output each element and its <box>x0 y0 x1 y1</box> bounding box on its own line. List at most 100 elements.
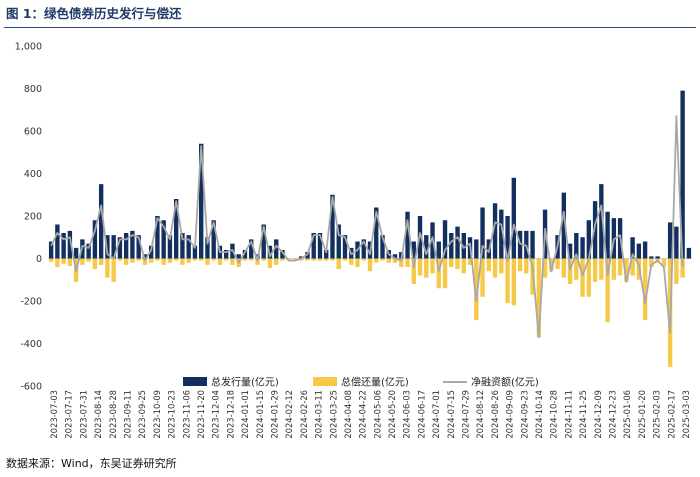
issuance-bar <box>205 237 210 259</box>
repayment-bar <box>361 258 366 261</box>
repayment-bar <box>92 258 98 270</box>
issuance-bar <box>155 216 160 259</box>
x-tick-label: 2023-12-04 <box>211 390 221 439</box>
repayment-bar <box>186 258 191 263</box>
issuance-bar <box>599 184 604 259</box>
repayment-bar <box>199 258 204 261</box>
repayment-bar <box>605 258 610 323</box>
x-tick-label: 2024-11-25 <box>578 390 588 439</box>
x-tick-label: 2024-12-23 <box>608 390 618 439</box>
x-axis-ticks: 2023-07-03 2023-07-17 2023-07-31 2023-08-14… <box>49 390 691 439</box>
repayment-bar <box>486 258 491 272</box>
issuance-bar <box>48 241 54 259</box>
x-tick-label: 2023-12-18 <box>225 390 235 439</box>
x-tick-label: 2025-03-03 <box>681 390 691 439</box>
issuance-bar <box>86 243 91 259</box>
issuance-bar <box>117 237 123 259</box>
repayment-bar <box>642 258 648 321</box>
figure-title: 图 1：绿色债券历史发行与偿还 <box>6 6 182 21</box>
y-tick-label: 200 <box>24 212 42 223</box>
repayment-bar <box>549 258 554 272</box>
x-tick-label: 2024-02-26 <box>299 390 309 439</box>
repayment-bar <box>586 258 592 297</box>
y-tick-label: -200 <box>20 297 42 308</box>
repayment-bar <box>217 258 223 265</box>
issuance-bar <box>649 256 654 259</box>
x-tick-label: 2024-05-20 <box>387 390 397 439</box>
legend-swatch <box>183 377 207 386</box>
issuance-bar <box>374 207 379 259</box>
legend-net-financing: 净融资额(亿元) <box>443 376 539 389</box>
issuance-bar <box>667 222 673 259</box>
issuance-bar <box>311 233 316 259</box>
issuance-bar <box>424 235 429 259</box>
legend-swatch <box>313 377 337 386</box>
repayment-bar <box>611 258 617 280</box>
x-tick-label: 2024-03-11 <box>314 390 324 439</box>
x-tick-label: 2023-10-09 <box>152 390 162 439</box>
y-tick-label: 1,000 <box>15 42 42 53</box>
repayment-bar <box>274 258 279 265</box>
x-tick-label: 2023-09-25 <box>137 390 147 439</box>
repayment-bar <box>111 258 116 282</box>
issuance-bar <box>236 254 241 259</box>
issuance-bar <box>92 220 98 259</box>
issuance-bar <box>524 230 529 259</box>
repayment-bar <box>674 258 679 284</box>
issuance-bar <box>605 211 610 259</box>
issuance-bar <box>674 226 679 259</box>
issuance-bar <box>449 233 454 259</box>
x-tick-label: 2024-01-01 <box>240 390 250 439</box>
y-tick-label: 800 <box>24 84 42 95</box>
repayment-bar <box>624 258 629 282</box>
issuance-bar <box>242 250 248 259</box>
issuance-bar <box>455 226 460 259</box>
repayment-bar <box>392 258 398 263</box>
x-tick-label: 2023-09-11 <box>122 390 132 439</box>
repayment-bar <box>355 258 360 267</box>
repayment-bar <box>299 258 304 261</box>
issuance-bar <box>73 247 79 259</box>
repayment-bar <box>155 258 160 261</box>
repayment-bar <box>505 258 510 304</box>
issuance-bar <box>642 241 648 259</box>
issuance-bar <box>161 220 166 259</box>
issuance-bar <box>636 243 642 259</box>
issuance-bar <box>192 245 198 259</box>
issuance-bar <box>342 235 348 259</box>
repayment-bar <box>117 258 123 261</box>
issuance-bar <box>630 237 635 259</box>
x-tick-label: 2023-08-28 <box>108 390 118 439</box>
repayment-bar <box>305 258 310 261</box>
issuance-bar <box>511 177 516 259</box>
repayment-bar <box>492 258 498 278</box>
legend-repayment: 总偿还量(亿元) <box>313 376 409 389</box>
issuance-bar <box>61 233 66 259</box>
x-tick-label: 2024-10-28 <box>549 390 559 439</box>
x-tick-label: 2024-01-29 <box>269 390 279 439</box>
repayment-bar <box>161 258 166 265</box>
repayment-bar <box>417 258 423 276</box>
x-tick-label: 2024-04-22 <box>358 390 368 439</box>
repayment-bar <box>411 258 416 284</box>
repayment-bar <box>80 258 85 265</box>
issuance-bar <box>211 220 216 259</box>
repayment-bar <box>517 258 523 272</box>
y-tick-label: 400 <box>24 169 42 180</box>
repayment-bar <box>380 258 385 261</box>
issuance-bar <box>517 230 523 259</box>
repayment-bar <box>336 258 341 270</box>
x-tick-label: 2024-08-26 <box>490 390 500 439</box>
issuance-bar <box>380 235 385 259</box>
repayment-bar <box>555 258 560 270</box>
repayment-bar <box>148 258 154 263</box>
x-tick-label: 2024-11-11 <box>563 390 573 439</box>
repayment-bar <box>430 258 435 274</box>
repayment-bar <box>292 258 298 261</box>
x-tick-label: 2024-07-15 <box>446 390 456 439</box>
repayment-bar <box>317 258 323 261</box>
legend-label: 总偿还量(亿元) <box>341 376 409 389</box>
repayment-bar <box>661 258 667 267</box>
repayment-bar <box>224 258 229 261</box>
